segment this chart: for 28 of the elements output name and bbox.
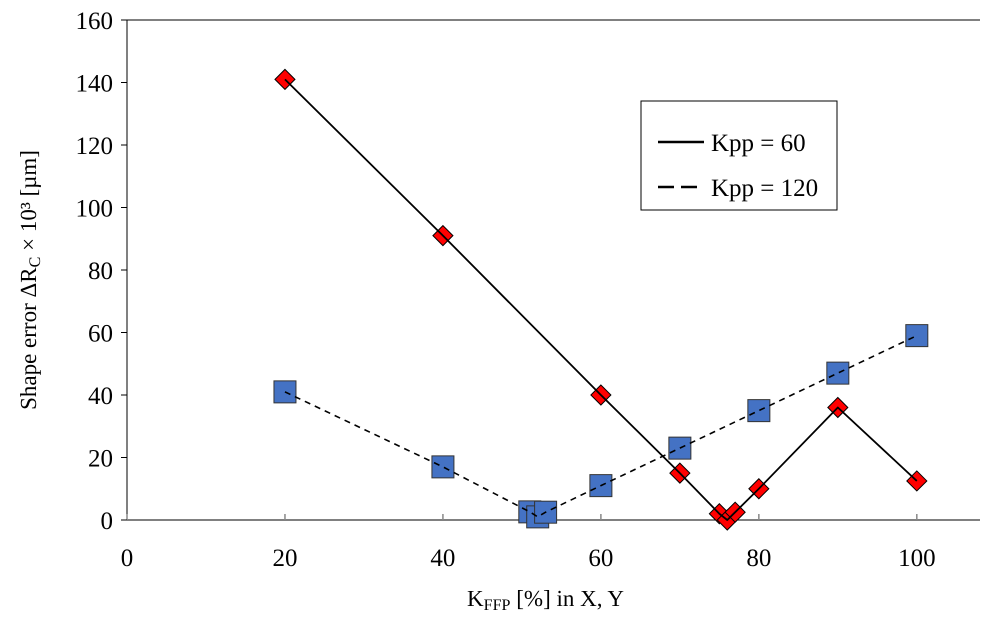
- point: [668, 436, 692, 460]
- x-tick-label: 0: [120, 545, 134, 572]
- point: [274, 68, 296, 90]
- point: [273, 380, 296, 404]
- x-tick-label: 80: [746, 545, 772, 572]
- point: [534, 500, 558, 524]
- legend-label: Kpp = 60: [711, 130, 806, 157]
- point: [906, 470, 928, 492]
- point: [431, 455, 454, 478]
- y-tick-label: 160: [76, 8, 113, 35]
- y-tick-label: 40: [88, 383, 113, 410]
- y-tick-label: 0: [100, 508, 113, 535]
- y-tick-label: 100: [76, 196, 113, 222]
- y-tick-label: 120: [76, 133, 113, 160]
- x-tick-label: 40: [430, 545, 456, 572]
- point: [747, 399, 770, 422]
- point: [826, 362, 850, 385]
- y-tick-label: 60: [88, 320, 113, 348]
- x-tick-label: 60: [588, 545, 614, 572]
- x-axis-title: K$_{FFP}$ [%] in X, Y: [467, 586, 624, 614]
- x-tick-label: 20: [272, 545, 298, 572]
- y-tick-label: 140: [76, 70, 113, 98]
- point: [589, 474, 612, 498]
- legend-label: Kpp = 120: [711, 175, 818, 202]
- x-tick-label: 100: [898, 545, 936, 572]
- y-tick-label: 80: [88, 258, 113, 285]
- y-tick-label: 20: [88, 446, 113, 472]
- point: [905, 324, 928, 348]
